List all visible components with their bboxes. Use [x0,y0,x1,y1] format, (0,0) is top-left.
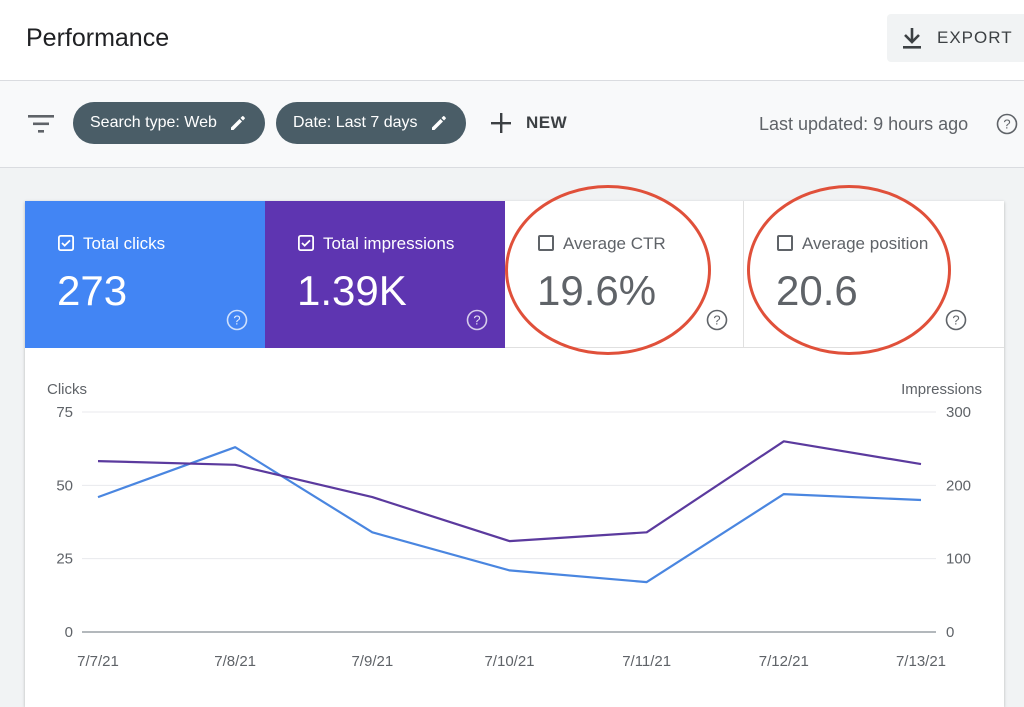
metric-label: Total impressions [323,234,455,253]
y-right-tick-label: 200 [946,477,971,494]
y-left-tick-label: 25 [56,551,73,568]
svg-text:?: ? [713,313,720,328]
download-icon [903,28,921,49]
y-left-tick-label: 50 [56,477,73,494]
performance-card: Total clicks 273 ? Total impressions 1.3… [25,185,1004,707]
new-label: NEW [526,113,568,132]
metric-average-ctr[interactable]: Average CTR 19.6% ? [505,201,744,348]
svg-text:?: ? [473,313,480,328]
x-tick-label: 7/8/21 [214,653,256,670]
x-tick-label: 7/9/21 [351,653,393,670]
chip-label: Date: Last 7 days [293,114,418,131]
series-line-impressions [97,440,922,543]
metric-value: 19.6% [537,267,657,314]
chip-date[interactable]: Date: Last 7 days [276,102,466,144]
chip-label: Search type: Web [90,114,217,131]
app-header: Performance EXPORT [0,0,1024,81]
pencil-icon [431,116,446,130]
help-icon[interactable]: ? [996,113,1018,135]
y-axis-right-label: Impressions [901,381,982,398]
page-title: Performance [26,24,170,52]
metric-value: 20.6 [776,267,858,314]
chart-lines [97,440,922,584]
metric-label: Average position [802,234,929,253]
pencil-icon [230,116,245,130]
metric-value: 273 [57,267,128,314]
metric-average-position[interactable]: Average position 20.6 ? [744,201,1004,348]
series-line-clicks [97,446,922,584]
new-filter-button[interactable]: NEW [490,108,567,138]
x-tick-label: 7/12/21 [759,653,809,670]
metric-label: Average CTR [563,234,666,253]
x-tick-label: 7/11/21 [622,653,671,670]
x-tick-label: 7/10/21 [484,653,534,670]
svg-text:?: ? [952,313,959,328]
help-icon[interactable]: ? [226,309,248,331]
x-tick-label: 7/13/21 [896,653,946,670]
checkbox-unchecked-icon[interactable] [777,235,793,251]
help-icon[interactable]: ? [945,309,967,331]
last-updated-text: Last updated: 9 hours ago [759,114,969,134]
checkbox-checked-icon[interactable] [58,235,74,251]
svg-text:?: ? [233,313,240,328]
plus-icon [491,113,511,133]
y-right-tick-label: 100 [946,551,971,568]
x-tick-label: 7/7/21 [77,653,119,670]
chart-grid [82,411,936,633]
help-icon[interactable]: ? [466,309,488,331]
svg-text:?: ? [1003,117,1010,132]
export-label: EXPORT [937,28,1013,47]
y-right-tick-label: 300 [946,404,971,421]
y-axis-left-label: Clicks [47,381,87,398]
help-icon[interactable]: ? [706,309,728,331]
filter-icon[interactable] [28,114,54,134]
checkbox-checked-icon[interactable] [298,235,314,251]
checkbox-unchecked-icon[interactable] [538,235,554,251]
export-button[interactable]: EXPORT [887,14,1024,62]
filter-bar: Search type: Web Date: Last 7 days NEW L… [0,81,1024,168]
chip-search-type[interactable]: Search type: Web [73,102,265,144]
metric-total-clicks[interactable]: Total clicks 273 ? [25,201,265,348]
y-right-tick-label: 0 [946,624,954,641]
y-left-tick-label: 75 [56,404,73,421]
metric-label: Total clicks [83,234,166,253]
y-left-tick-label: 0 [65,624,73,641]
metric-total-impressions[interactable]: Total impressions 1.39K ? [265,201,505,348]
metric-value: 1.39K [297,267,407,314]
